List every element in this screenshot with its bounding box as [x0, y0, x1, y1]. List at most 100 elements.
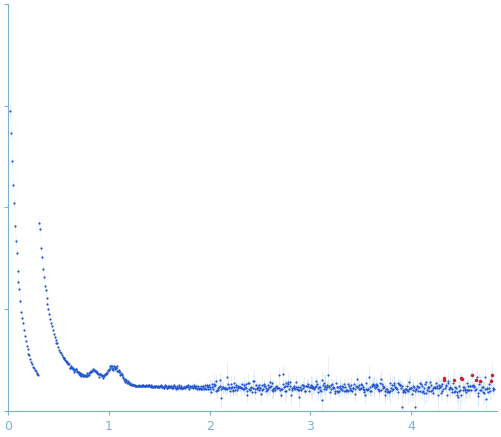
Point: [398, 404, 406, 411]
Point: [29, 363, 37, 370]
Point: [248, 378, 257, 385]
Point: [421, 380, 429, 387]
Point: [245, 386, 253, 393]
Point: [10, 200, 18, 207]
Point: [254, 384, 262, 391]
Point: [345, 383, 353, 390]
Point: [281, 388, 289, 395]
Point: [17, 297, 25, 304]
Point: [291, 385, 299, 392]
Point: [96, 370, 104, 377]
Point: [213, 384, 221, 391]
Point: [119, 374, 127, 381]
Point: [61, 356, 69, 363]
Point: [177, 382, 185, 389]
Point: [248, 389, 256, 396]
Point: [292, 383, 300, 390]
Point: [95, 373, 103, 380]
Point: [86, 368, 94, 375]
Point: [293, 385, 301, 392]
Point: [401, 388, 409, 395]
Point: [149, 383, 157, 390]
Point: [395, 380, 403, 387]
Point: [318, 396, 326, 403]
Point: [179, 385, 187, 392]
Point: [196, 384, 204, 391]
Point: [320, 379, 328, 386]
Point: [185, 385, 193, 392]
Point: [411, 404, 419, 411]
Point: [474, 390, 482, 397]
Point: [460, 386, 468, 393]
Point: [259, 386, 267, 393]
Point: [355, 385, 363, 392]
Point: [228, 383, 236, 390]
Point: [450, 388, 458, 395]
Point: [221, 385, 229, 392]
Point: [386, 380, 394, 387]
Point: [215, 383, 223, 390]
Point: [260, 382, 268, 389]
Point: [203, 382, 211, 389]
Point: [375, 388, 383, 395]
Point: [455, 388, 463, 395]
Point: [427, 382, 435, 389]
Point: [26, 352, 34, 359]
Point: [475, 380, 483, 387]
Point: [229, 388, 237, 395]
Point: [135, 382, 143, 389]
Point: [34, 371, 42, 378]
Point: [151, 383, 159, 390]
Point: [431, 383, 439, 390]
Point: [445, 385, 453, 392]
Point: [289, 385, 297, 392]
Point: [324, 382, 332, 388]
Point: [197, 385, 205, 392]
Point: [173, 385, 181, 392]
Point: [423, 386, 431, 393]
Point: [462, 389, 470, 396]
Point: [172, 385, 180, 392]
Point: [380, 384, 388, 391]
Point: [397, 385, 405, 392]
Point: [276, 372, 284, 379]
Point: [212, 377, 220, 384]
Point: [56, 348, 64, 355]
Point: [480, 373, 488, 380]
Point: [351, 390, 359, 397]
Point: [239, 385, 247, 392]
Point: [224, 381, 232, 388]
Point: [205, 382, 213, 389]
Point: [415, 383, 423, 390]
Point: [82, 371, 90, 378]
Point: [175, 382, 183, 388]
Point: [7, 108, 15, 114]
Point: [436, 390, 444, 397]
Point: [407, 385, 415, 392]
Point: [208, 384, 216, 391]
Point: [420, 385, 428, 392]
Point: [424, 385, 432, 392]
Point: [374, 385, 382, 392]
Point: [25, 350, 33, 357]
Point: [442, 382, 450, 389]
Point: [338, 387, 346, 394]
Point: [370, 381, 378, 388]
Point: [378, 381, 386, 388]
Point: [468, 383, 476, 390]
Point: [99, 374, 107, 381]
Point: [129, 381, 137, 388]
Point: [328, 380, 336, 387]
Point: [382, 385, 390, 392]
Point: [221, 386, 229, 393]
Point: [272, 387, 280, 394]
Point: [144, 382, 152, 389]
Point: [91, 368, 99, 375]
Point: [168, 384, 176, 391]
Point: [307, 381, 315, 388]
Point: [85, 371, 93, 378]
Point: [352, 382, 360, 389]
Point: [277, 386, 285, 393]
Point: [38, 254, 46, 261]
Point: [472, 385, 480, 392]
